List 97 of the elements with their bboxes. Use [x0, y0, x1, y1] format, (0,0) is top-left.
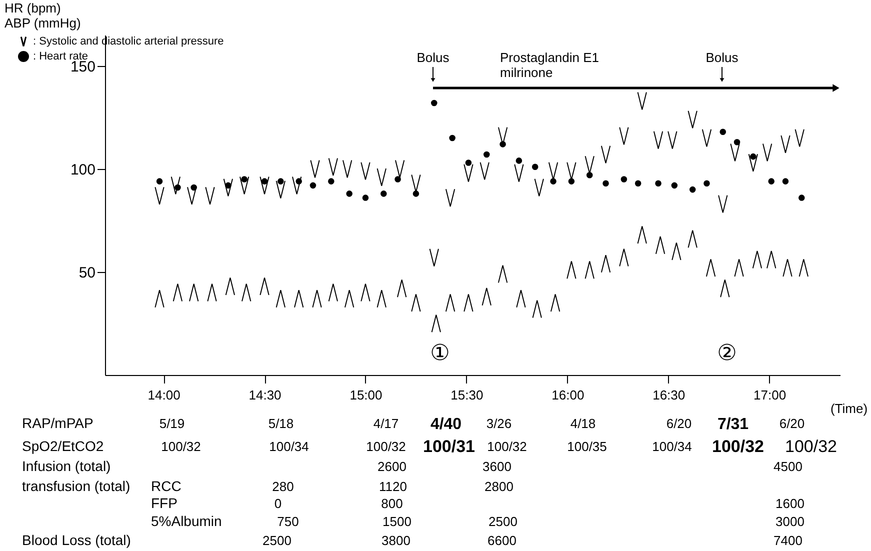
point: [394, 176, 401, 182]
text: 750: [277, 514, 299, 529]
annotation: ①: [430, 341, 450, 366]
point: [156, 178, 163, 184]
point: [516, 158, 522, 164]
text: 7/31: [717, 416, 749, 433]
text: 4/40: [430, 416, 462, 433]
text: RAP/mPAP: [22, 415, 94, 431]
annotation: Prostaglandin E1 milrinone: [500, 50, 600, 80]
text: 2500: [488, 514, 518, 529]
text: 0: [274, 496, 282, 511]
point: [346, 190, 352, 197]
text: 4500: [774, 459, 802, 474]
point: [750, 153, 756, 160]
text: 2600: [378, 459, 406, 474]
point: [620, 176, 628, 182]
text: 1120: [379, 479, 407, 494]
point: [412, 190, 420, 197]
text: 6/20: [779, 416, 805, 431]
text: 100/34: [269, 439, 309, 454]
text: 100/32: [161, 439, 201, 454]
y-tick-label: 100: [70, 161, 96, 178]
text: 5%Albumin: [151, 513, 222, 529]
x-tick-label: 15:00: [350, 388, 382, 402]
text: Infusion (total): [22, 458, 111, 474]
point: [550, 178, 556, 184]
text: 1600: [776, 496, 804, 511]
point: [190, 184, 197, 191]
point: [704, 180, 710, 187]
text: 7400: [774, 533, 802, 548]
point: [655, 180, 662, 187]
point: [449, 134, 456, 142]
text: 5/18: [268, 416, 294, 431]
text: 100/32: [712, 437, 764, 456]
text: FFP: [151, 495, 178, 511]
point: [586, 172, 593, 178]
text: 3600: [482, 459, 512, 474]
x-tick-label: 15:30: [450, 388, 484, 402]
point: [634, 180, 642, 187]
text: 3800: [382, 533, 410, 548]
point: [362, 194, 369, 201]
text: Blood Loss (total): [22, 532, 131, 548]
text: 800: [381, 496, 403, 511]
text: 3/26: [486, 416, 512, 431]
point: [500, 141, 506, 148]
x-tick-label: 17:00: [754, 388, 786, 402]
text: 100/32: [487, 439, 527, 454]
x-tick-label: 16:00: [552, 388, 584, 402]
point: [241, 176, 248, 182]
text: 280: [272, 479, 294, 494]
point: [328, 178, 334, 184]
x-tick-label: 14:30: [248, 388, 282, 402]
text: (Time): [830, 401, 868, 416]
text: RCC: [151, 478, 182, 494]
point: [602, 180, 609, 187]
text: 5/19: [159, 416, 185, 431]
point: [310, 182, 316, 189]
text: 6600: [488, 533, 516, 548]
point: [278, 178, 284, 184]
annotation: Bolus: [416, 50, 450, 65]
text: SpO2/EtCO2: [22, 438, 104, 454]
y-tick-label: 50: [78, 264, 96, 282]
text: 100/35: [567, 439, 607, 454]
text: 2500: [262, 533, 292, 548]
point: [465, 160, 472, 166]
text: 4/18: [570, 416, 596, 431]
point: [532, 164, 538, 170]
text: 100/32: [366, 439, 406, 454]
text: 3000: [776, 514, 804, 529]
point: [798, 194, 805, 201]
point: [380, 190, 387, 197]
point: [174, 184, 181, 191]
point: [483, 151, 490, 158]
text: 6/20: [666, 416, 692, 431]
point: [261, 178, 268, 184]
point: [689, 186, 696, 193]
point: [225, 182, 232, 189]
text: 100/32: [785, 437, 837, 456]
point: [720, 128, 726, 135]
text: 4/17: [373, 416, 399, 431]
text: transfusion (total): [22, 478, 130, 494]
annotation: Bolus: [706, 50, 739, 65]
y-axis-title: HR (bpm) ABP (mmHg): [4, 0, 81, 30]
point: [768, 178, 774, 184]
point: [568, 178, 575, 184]
annotation: ②: [717, 341, 737, 366]
point: [734, 139, 740, 146]
point: [296, 178, 302, 184]
text: 100/31: [423, 437, 475, 456]
x-tick-label: 14:00: [148, 388, 180, 402]
point: [671, 182, 678, 189]
point: [430, 100, 438, 106]
point: [782, 178, 789, 184]
text: 2800: [484, 479, 514, 494]
text: 100/34: [652, 439, 692, 454]
text: 1500: [382, 514, 412, 529]
x-tick-label: 16:30: [652, 388, 686, 402]
